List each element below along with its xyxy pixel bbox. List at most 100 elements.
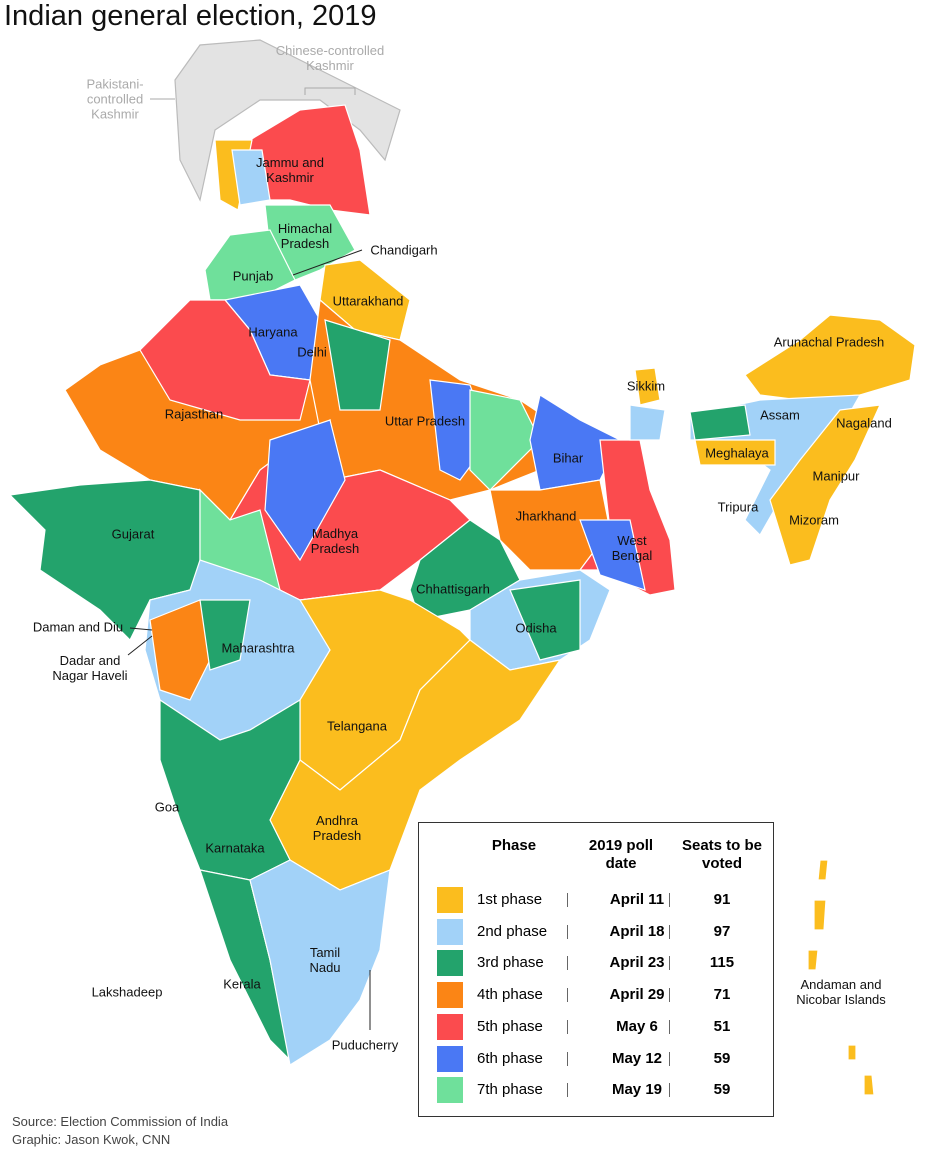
place-label: Jharkhand	[515, 508, 577, 524]
swatch	[437, 918, 463, 945]
region	[199, 599, 251, 671]
separator	[669, 924, 670, 939]
place-label: Punjab	[232, 268, 274, 284]
header-cell: 2019 poll date	[588, 837, 654, 872]
separator	[567, 1051, 568, 1066]
region	[264, 419, 346, 562]
place-label: Telangana	[327, 718, 387, 734]
seats: 59	[713, 1049, 731, 1067]
poll-date: April 11	[609, 891, 665, 908]
swatch	[437, 1077, 463, 1104]
seats: 97	[713, 922, 731, 940]
place-label: Dadar and Nagar Haveli	[52, 653, 128, 683]
swatch	[437, 950, 463, 977]
place-label: Tamil Nadu	[309, 945, 341, 975]
callouts	[127, 87, 371, 1030]
phase-name: 6th phase	[477, 1049, 543, 1067]
phase-name: 2nd phase	[477, 922, 548, 940]
region	[847, 1044, 857, 1061]
region	[744, 314, 916, 401]
separator	[669, 988, 670, 1003]
region	[863, 1074, 875, 1096]
place-label: Manipur	[812, 468, 860, 484]
place-label: West Bengal	[611, 533, 653, 563]
region	[629, 404, 666, 441]
place-label: Madhya Pradesh	[310, 526, 360, 556]
header-cell: Phase	[491, 837, 537, 854]
title: Indian general election, 2019	[4, 0, 377, 32]
poll-date: April 29	[609, 986, 665, 1004]
separator	[567, 893, 568, 907]
region	[469, 389, 541, 491]
region	[174, 39, 401, 202]
separator	[567, 1083, 568, 1098]
legend-row: 3rd phase April 23 115	[437, 950, 757, 977]
region	[231, 149, 271, 206]
legend-row: 4th phase April 29 71	[437, 982, 757, 1009]
seats: 91	[713, 891, 731, 908]
place-label: Chhattisgarh	[416, 581, 490, 597]
separator	[669, 893, 670, 907]
region	[813, 899, 827, 931]
separator	[669, 1019, 670, 1034]
swatch	[437, 887, 463, 913]
separator	[669, 956, 670, 971]
seats: 115	[709, 954, 735, 972]
place-label: Odisha	[515, 620, 557, 636]
poll-date: May 19	[611, 1081, 663, 1099]
poll-date: April 23	[609, 954, 665, 972]
place-label: Meghalaya	[705, 445, 769, 461]
place-label: Tripura	[717, 499, 759, 515]
poll-date: May 12	[611, 1049, 663, 1067]
swatch	[437, 982, 463, 1009]
region	[324, 319, 391, 411]
phase-name: 5th phase	[477, 1017, 543, 1035]
region	[634, 367, 661, 406]
region	[149, 599, 216, 701]
place-label: Karnataka	[205, 840, 265, 856]
separator	[669, 1051, 670, 1066]
place-label: Maharashtra	[221, 640, 295, 656]
place-label: Uttar Pradesh	[384, 413, 466, 429]
swatch	[437, 1045, 463, 1072]
place-label: Mizoram	[789, 512, 839, 528]
place-label: Haryana	[248, 324, 298, 340]
region	[139, 299, 311, 421]
region	[694, 439, 776, 466]
region	[509, 579, 581, 661]
legend-table: Phase 2019 poll date Seats to be voted 1…	[418, 822, 774, 1117]
place-label: Andaman and Nicobar Islands	[796, 977, 886, 1007]
place-label: Uttarakhand	[332, 293, 404, 309]
separator	[567, 988, 568, 1003]
seats: 51	[713, 1017, 731, 1035]
place-label: Chandigarh	[370, 242, 438, 258]
legend-row: 7th phase May 19 59	[437, 1077, 757, 1104]
place-label: Chinese-controlled Kashmir	[275, 43, 385, 73]
region	[159, 698, 301, 881]
header-cell: Seats to be voted	[681, 837, 763, 872]
place-label: Daman and Diu	[32, 619, 124, 635]
place-label: Andhra Pradesh	[312, 813, 362, 843]
place-label: Arunachal Pradesh	[773, 334, 885, 350]
place-label: Rajasthan	[164, 406, 224, 422]
place-label: Jammu and Kashmir	[256, 155, 324, 185]
separator	[669, 1083, 670, 1098]
place-label: Delhi	[297, 344, 327, 360]
source: Source: Election Commission of India	[12, 1114, 229, 1129]
poll-date: May 6	[616, 1017, 658, 1035]
regions	[8, 39, 916, 1096]
phase-name: 7th phase	[477, 1081, 543, 1099]
phase-name: 4th phase	[477, 986, 543, 1004]
credit: Graphic: Jason Kwok, CNN	[12, 1132, 171, 1147]
place-label: Lakshadeep	[91, 984, 163, 1000]
place-label: Puducherry	[331, 1037, 399, 1053]
region	[689, 404, 751, 441]
place-label: Kerala	[223, 976, 261, 992]
seats: 71	[713, 986, 731, 1004]
place-label: Sikkim	[626, 378, 666, 394]
poll-date: April 18	[609, 922, 665, 940]
legend-row: 1st phase April 11 91	[437, 887, 757, 913]
region	[807, 949, 819, 971]
